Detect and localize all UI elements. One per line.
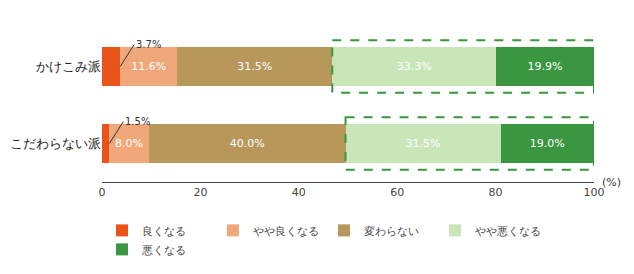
svg-text:こだわらない派: こだわらない派 [10,136,101,151]
svg-text:60: 60 [390,186,404,199]
svg-text:8.0%: 8.0% [115,137,143,150]
svg-text:良くなる: 良くなる [142,225,186,238]
svg-text:40.0%: 40.0% [230,137,265,150]
svg-text:0: 0 [99,186,106,199]
svg-text:40: 40 [292,186,306,199]
svg-text:3.7%: 3.7% [136,39,161,50]
svg-text:11.6%: 11.6% [131,60,166,73]
svg-text:80: 80 [489,186,503,199]
svg-text:31.5%: 31.5% [406,137,441,150]
svg-text:1.5%: 1.5% [125,116,150,127]
svg-text:かけこみ派: かけこみ派 [36,59,101,74]
svg-text:31.5%: 31.5% [237,60,272,73]
svg-text:20: 20 [193,186,207,199]
svg-text:変わらない: 変わらない [364,225,419,238]
svg-text:やや良くなる: やや良くなる [253,225,319,238]
svg-text:悪くなる: 悪くなる [141,244,186,257]
svg-text:19.0%: 19.0% [530,137,565,150]
svg-text:やや悪くなる: やや悪くなる [475,225,541,238]
svg-text:33.3%: 33.3% [397,60,432,73]
svg-text:100: 100 [584,186,605,199]
svg-text:(%): (%) [602,176,621,189]
svg-text:19.9%: 19.9% [528,60,563,73]
